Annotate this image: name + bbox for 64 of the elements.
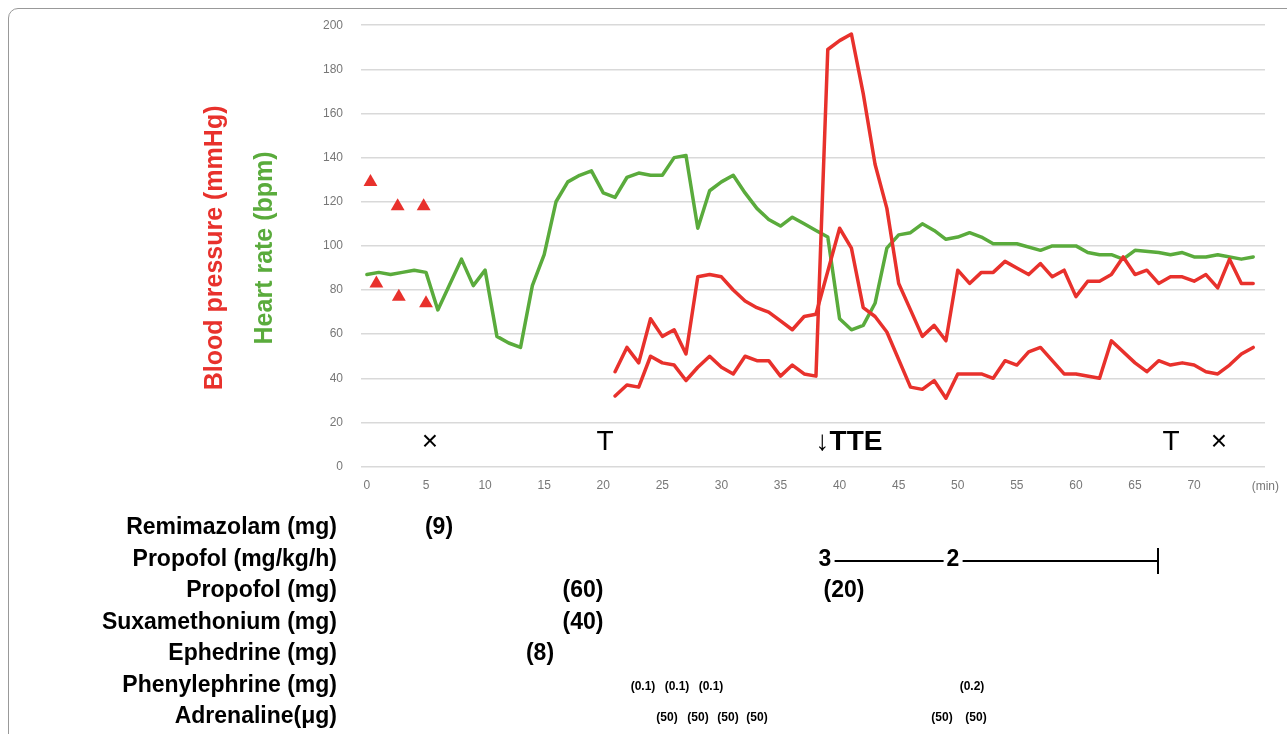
category-label: Phenylephrine (mg) <box>122 670 337 697</box>
annotation: T <box>596 425 614 457</box>
y-tick-label: 0 <box>336 458 344 473</box>
text: (0.1) <box>630 678 656 693</box>
annotation: T <box>1162 425 1180 457</box>
text: Blood pressure (mmHg) <box>198 105 227 391</box>
text: (50) <box>746 710 768 724</box>
point <box>363 173 378 186</box>
text: (40) <box>562 607 604 634</box>
text: (0.1) <box>698 678 724 693</box>
text: Heart rate (bpm) <box>248 151 277 345</box>
x-tick-label: 5 <box>422 478 430 493</box>
category-label: Adrenaline(μg) <box>174 702 337 728</box>
text: (20) <box>823 576 865 602</box>
x-axis-title: (min) <box>1251 478 1279 493</box>
text: 2 <box>946 544 960 571</box>
text: (8) <box>525 639 555 665</box>
text: (50) <box>687 710 709 724</box>
text: (0.1) <box>664 678 690 693</box>
y-tick-label: 120 <box>322 194 344 209</box>
x-tick-label: 60 <box>1069 478 1083 493</box>
y-tick-label: 160 <box>322 105 344 120</box>
annotation: × <box>421 425 439 457</box>
y-tick-label: 80 <box>329 282 344 297</box>
annotation: ↓TTE <box>815 425 883 457</box>
text: (50) <box>965 710 987 724</box>
point <box>391 288 406 301</box>
point <box>369 275 384 288</box>
y-tick-label: 140 <box>322 149 344 164</box>
x-tick-label: 15 <box>537 478 552 493</box>
text: 3 <box>818 544 832 571</box>
category-label: Remimazolam (mg) <box>126 513 337 539</box>
text: (60) <box>562 576 604 602</box>
x-tick-label: 45 <box>892 478 906 493</box>
point <box>390 198 405 211</box>
x-tick-label: 70 <box>1187 478 1202 493</box>
x-tick-label: 25 <box>655 478 670 493</box>
y-tick-label: 200 <box>322 17 344 32</box>
y-tick-label: 20 <box>329 414 344 429</box>
annotation: × <box>1210 425 1228 457</box>
category-label: Ephedrine (mg) <box>168 639 337 665</box>
x-tick-label: 0 <box>363 478 371 493</box>
x-tick-label: 20 <box>596 478 611 493</box>
text: (50) <box>656 710 678 724</box>
text: (50) <box>717 710 739 724</box>
y-tick-label: 40 <box>329 370 344 385</box>
y-tick-label: 180 <box>322 61 344 76</box>
category-label: Propofol (mg/kg/h) <box>132 544 337 571</box>
x-tick-label: 65 <box>1128 478 1143 493</box>
category-label: Propofol (mg) <box>186 576 337 602</box>
x-tick-label: 55 <box>1010 478 1024 493</box>
point <box>419 295 433 308</box>
x-tick-label: 40 <box>832 478 847 493</box>
x-tick-label: 10 <box>478 478 493 493</box>
y-tick-label: 60 <box>329 326 344 341</box>
x-tick-label: 50 <box>951 478 965 493</box>
y-tick-label: 100 <box>322 238 344 253</box>
text: (0.2) <box>959 678 985 693</box>
point <box>416 198 431 211</box>
x-tick-label: 30 <box>714 478 729 493</box>
x-tick-label: 35 <box>773 478 788 493</box>
text: (50) <box>931 710 953 724</box>
text: (9) <box>424 513 454 539</box>
category-label: Suxamethonium (mg) <box>101 607 337 634</box>
